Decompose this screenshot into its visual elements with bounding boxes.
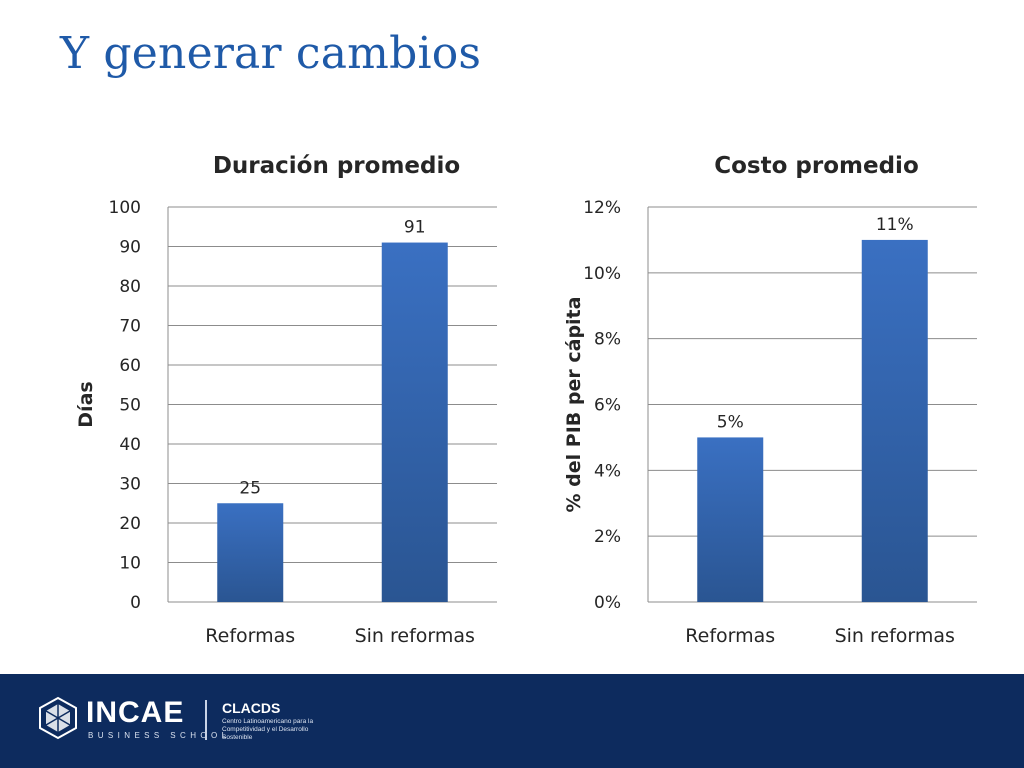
y-tick-label: 80 — [119, 277, 141, 297]
y-tick-label: 0 — [130, 593, 141, 613]
bar — [381, 242, 448, 603]
y-tick-label: 2% — [594, 527, 621, 547]
chart-title: Costo promedio — [714, 153, 919, 179]
y-tick-label: 0% — [594, 593, 621, 613]
category-label: Sin reformas — [835, 625, 955, 647]
bar — [697, 437, 764, 602]
y-tick-label: 40 — [119, 435, 141, 455]
incae-crystal-icon — [39, 696, 77, 740]
data-label: 11% — [876, 215, 914, 235]
y-tick-label: 70 — [119, 317, 141, 337]
y-tick-label: 60 — [119, 356, 141, 376]
y-tick-label: 50 — [119, 396, 141, 416]
category-label: Sin reformas — [355, 625, 475, 647]
y-tick-label: 100 — [109, 198, 141, 218]
cost-chart: Costo promedio % del PIB per cápita 0% 2% 4%… — [563, 153, 977, 647]
y-tick-label: 4% — [594, 461, 621, 481]
footer-divider — [205, 700, 207, 740]
category-label: Reformas — [205, 625, 295, 647]
bar — [217, 503, 284, 602]
y-tick-label: 10 — [119, 554, 141, 574]
y-tick-label: 30 — [119, 475, 141, 495]
y-tick-label: 20 — [119, 514, 141, 534]
bar — [861, 239, 928, 602]
y-tick-label: 12% — [583, 198, 621, 218]
duration-chart: Duración promedio Días 0 10 20 30 40 50 60 70 80 90… — [75, 153, 497, 647]
y-axis-label: % del PIB per cápita — [563, 297, 585, 513]
partner-description: Centro Latinoamericano para la Competiti… — [222, 718, 314, 741]
brand-subtitle: BUSINESS SCHOOL — [88, 731, 231, 740]
data-label: 5% — [717, 412, 744, 432]
category-label: Reformas — [685, 625, 775, 647]
brand-name: INCAE — [86, 696, 185, 729]
y-tick-label: 6% — [594, 396, 621, 416]
data-label: 25 — [239, 478, 261, 498]
footer-bar: INCAE BUSINESS SCHOOL CLACDS Centro Lati… — [0, 674, 1024, 768]
y-tick-label: 90 — [119, 238, 141, 258]
y-tick-label: 8% — [594, 330, 621, 350]
y-axis-label: Días — [75, 381, 97, 427]
slide-title: Y generar cambios — [60, 28, 482, 79]
chart-title: Duración promedio — [213, 153, 460, 179]
partner-name: CLACDS — [222, 700, 281, 716]
data-label: 91 — [404, 218, 426, 238]
y-tick-label: 10% — [583, 264, 621, 284]
